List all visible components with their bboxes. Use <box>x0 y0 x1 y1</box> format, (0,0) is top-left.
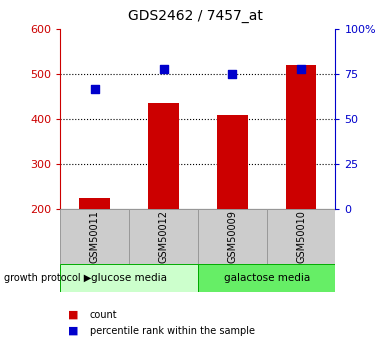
Text: GSM50012: GSM50012 <box>159 210 168 263</box>
Text: percentile rank within the sample: percentile rank within the sample <box>90 326 255 335</box>
Bar <box>79 197 110 209</box>
Point <box>298 66 304 71</box>
Text: GDS2462 / 7457_at: GDS2462 / 7457_at <box>128 9 262 23</box>
Text: GSM50010: GSM50010 <box>296 210 306 263</box>
Text: glucose media: glucose media <box>91 273 167 283</box>
Point <box>160 66 167 71</box>
Bar <box>129 209 198 264</box>
Text: ■: ■ <box>68 326 79 335</box>
Point <box>92 86 98 91</box>
Text: galactose media: galactose media <box>223 273 310 283</box>
Text: GSM50011: GSM50011 <box>90 210 100 263</box>
Bar <box>148 104 179 209</box>
Bar <box>285 65 317 209</box>
Bar <box>60 209 129 264</box>
Bar <box>60 264 198 292</box>
Text: GSM50009: GSM50009 <box>227 210 237 263</box>
Bar <box>198 264 335 292</box>
Bar <box>198 209 267 264</box>
Text: growth protocol ▶: growth protocol ▶ <box>4 273 91 283</box>
Point <box>229 71 236 77</box>
Text: count: count <box>90 310 117 319</box>
Bar <box>217 115 248 209</box>
Bar <box>267 209 335 264</box>
Text: ■: ■ <box>68 310 79 319</box>
